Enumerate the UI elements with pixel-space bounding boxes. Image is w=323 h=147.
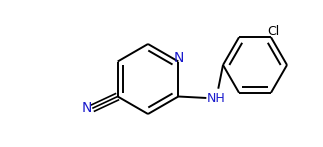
Text: Cl: Cl [267, 25, 279, 38]
Text: N: N [174, 51, 184, 66]
Text: N: N [82, 101, 92, 115]
Text: NH: NH [207, 92, 226, 105]
